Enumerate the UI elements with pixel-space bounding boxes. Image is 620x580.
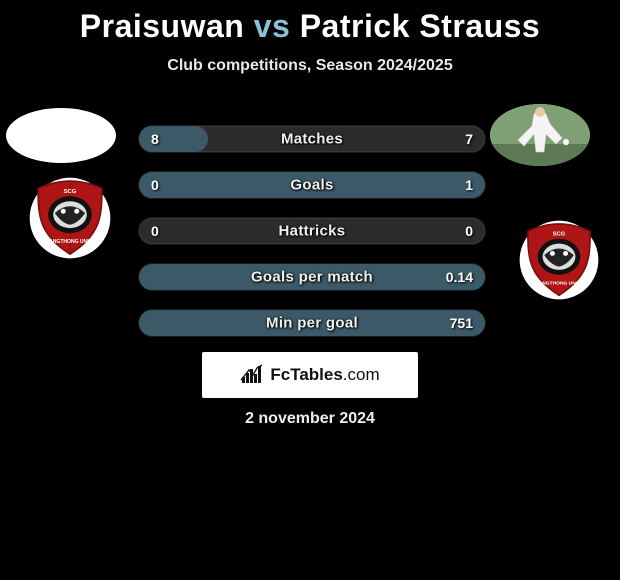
player1-club-crest: SCG MUANGTHONG UNITED: [28, 176, 112, 260]
player2-photo: [490, 104, 590, 166]
stat-right-value: 0.14: [446, 269, 473, 285]
stat-row: 8 Matches 7: [138, 125, 486, 153]
stat-row: 0 Goals 1: [138, 171, 486, 199]
title-player2: Patrick Strauss: [300, 8, 541, 44]
stat-label: Matches: [139, 131, 485, 148]
svg-text:SCG: SCG: [553, 231, 566, 237]
stat-row: Min per goal 751: [138, 309, 486, 337]
title-player1: Praisuwan: [80, 8, 245, 44]
stat-label: Goals: [139, 177, 485, 194]
stat-row: 0 Hattricks 0: [138, 217, 486, 245]
stat-row: Goals per match 0.14: [138, 263, 486, 291]
stat-right-value: 7: [465, 131, 473, 147]
stat-label: Min per goal: [139, 315, 485, 332]
player1-photo: [6, 108, 116, 163]
footer-logo: FcTables.com: [202, 352, 418, 398]
bars-icon: [240, 363, 264, 387]
player2-club-crest: SCG MUANGTHONG UNITED: [518, 219, 600, 301]
stats-container: 8 Matches 7 0 Goals 1 0 Hattricks 0 Goal…: [138, 125, 486, 355]
stat-label: Hattricks: [139, 223, 485, 240]
stat-right-value: 0: [465, 223, 473, 239]
stat-label: Goals per match: [139, 269, 485, 286]
svg-text:MUANGTHONG UNITED: MUANGTHONG UNITED: [531, 281, 587, 287]
stat-right-value: 751: [450, 315, 473, 331]
footer-logo-text: FcTables.com: [270, 365, 379, 385]
svg-text:SCG: SCG: [64, 189, 77, 195]
footer-logo-suffix: .com: [343, 365, 380, 384]
stat-right-value: 1: [465, 177, 473, 193]
page-title: Praisuwan vs Patrick Strauss: [0, 0, 620, 45]
title-vs: vs: [254, 8, 291, 44]
footer-logo-name: FcTables: [270, 365, 342, 384]
date-text: 2 november 2024: [0, 410, 620, 428]
subtitle: Club competitions, Season 2024/2025: [0, 57, 620, 75]
